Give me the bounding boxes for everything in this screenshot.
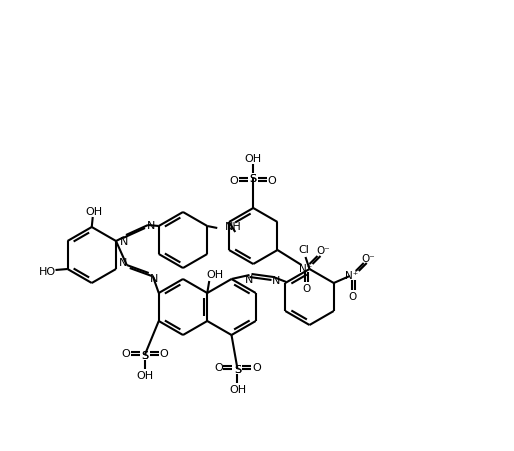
Text: S: S (234, 364, 241, 374)
Text: OH: OH (207, 269, 224, 279)
Text: O: O (121, 349, 130, 359)
Text: S: S (250, 174, 257, 184)
Text: O: O (268, 175, 277, 185)
Text: O: O (230, 175, 238, 185)
Text: S: S (250, 174, 257, 184)
Text: N⁺: N⁺ (299, 263, 312, 273)
Text: NH: NH (225, 221, 242, 231)
Text: OH: OH (136, 370, 153, 380)
Text: S: S (141, 350, 149, 360)
Text: N: N (150, 273, 158, 283)
Text: N: N (147, 221, 155, 230)
Text: N: N (119, 258, 127, 267)
Text: O: O (214, 363, 223, 373)
Text: OH: OH (245, 154, 262, 164)
Text: N: N (272, 276, 281, 285)
Text: O: O (348, 291, 357, 301)
Text: O: O (252, 363, 261, 373)
Text: S: S (234, 364, 241, 374)
Text: O⁻: O⁻ (362, 253, 376, 263)
Text: S: S (141, 350, 149, 360)
Text: OH: OH (229, 384, 246, 394)
Text: O: O (302, 283, 310, 293)
Text: HO: HO (39, 267, 56, 276)
Text: Cl: Cl (298, 244, 309, 254)
Text: N: N (120, 236, 128, 246)
Text: N⁺: N⁺ (345, 271, 358, 281)
Text: N: N (245, 274, 254, 285)
Text: OH: OH (85, 207, 102, 216)
Text: O: O (159, 349, 168, 359)
Text: O⁻: O⁻ (317, 245, 331, 255)
